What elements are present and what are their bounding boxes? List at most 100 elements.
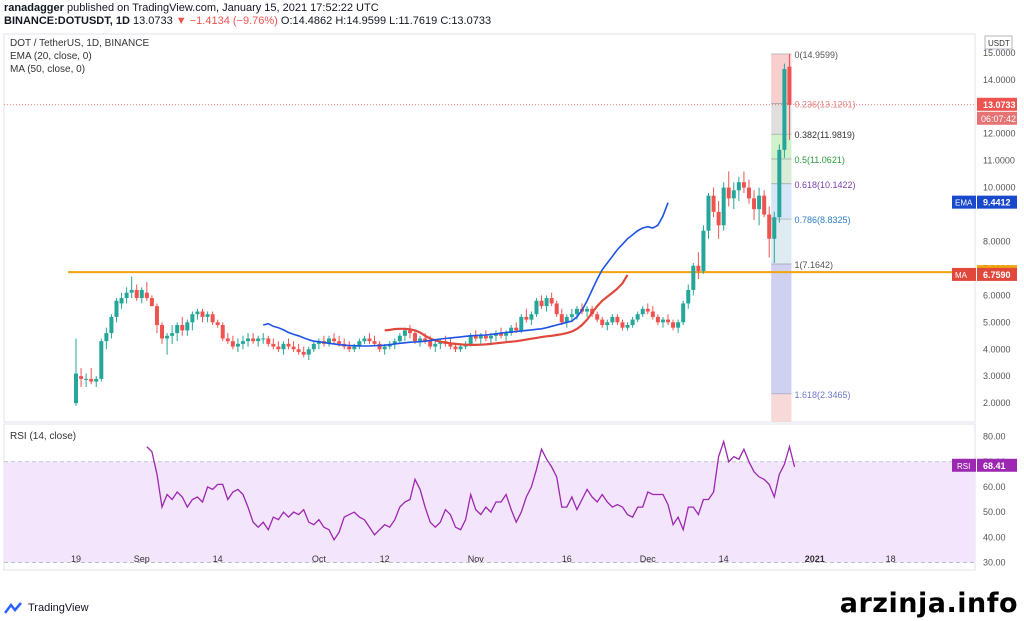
- publisher-name[interactable]: ranadagger: [4, 2, 64, 14]
- candle-body[interactable]: [316, 341, 321, 344]
- candle-body[interactable]: [666, 319, 671, 323]
- candle-body[interactable]: [84, 378, 89, 380]
- candle-body[interactable]: [762, 195, 767, 215]
- candle-body[interactable]: [256, 338, 261, 342]
- candle-body[interactable]: [650, 311, 655, 317]
- candle-body[interactable]: [701, 230, 706, 272]
- candle-body[interactable]: [625, 325, 630, 328]
- candle-body[interactable]: [139, 289, 144, 299]
- candle-body[interactable]: [726, 187, 731, 199]
- candle-body[interactable]: [655, 316, 660, 323]
- chart-canvas[interactable]: 2.00003.00004.00005.00006.00007.00008.00…: [0, 30, 1024, 580]
- candle-body[interactable]: [549, 298, 554, 304]
- candle-body[interactable]: [271, 343, 276, 347]
- candle-body[interactable]: [357, 341, 362, 347]
- candle-body[interactable]: [691, 265, 696, 290]
- rsi-legend[interactable]: RSI (14, close): [10, 431, 77, 442]
- candle-body[interactable]: [564, 316, 569, 323]
- candle-body[interactable]: [129, 289, 134, 293]
- candle-body[interactable]: [301, 351, 306, 355]
- candle-body[interactable]: [605, 322, 610, 325]
- candle-body[interactable]: [767, 214, 772, 239]
- candle-body[interactable]: [509, 327, 514, 334]
- candle-body[interactable]: [585, 308, 590, 312]
- candle-body[interactable]: [746, 187, 751, 199]
- candle-body[interactable]: [777, 149, 782, 218]
- candle-body[interactable]: [478, 335, 483, 339]
- candle-body[interactable]: [291, 346, 296, 350]
- candle-body[interactable]: [696, 265, 701, 272]
- candle-body[interactable]: [574, 308, 579, 315]
- candle-body[interactable]: [499, 333, 504, 336]
- candle-body[interactable]: [721, 187, 726, 226]
- candle-body[interactable]: [220, 325, 225, 339]
- candle-body[interactable]: [251, 338, 256, 342]
- ma-legend[interactable]: MA (50, close, 0): [10, 64, 86, 75]
- candle-body[interactable]: [296, 349, 301, 352]
- candle-body[interactable]: [79, 376, 84, 379]
- candle-body[interactable]: [210, 314, 215, 323]
- candle-body[interactable]: [676, 322, 681, 328]
- candle-body[interactable]: [731, 190, 736, 199]
- candle-body[interactable]: [645, 308, 650, 312]
- candle-body[interactable]: [772, 217, 777, 239]
- candle-body[interactable]: [170, 333, 175, 336]
- candle-body[interactable]: [94, 378, 99, 382]
- candle-body[interactable]: [630, 319, 635, 325]
- candle-body[interactable]: [428, 341, 433, 347]
- candle-body[interactable]: [266, 338, 271, 344]
- candle-body[interactable]: [276, 346, 281, 350]
- candle-body[interactable]: [600, 319, 605, 325]
- candle-body[interactable]: [134, 289, 139, 299]
- candle-body[interactable]: [483, 335, 488, 339]
- candle-body[interactable]: [240, 341, 245, 344]
- candle-body[interactable]: [407, 330, 412, 334]
- candle-body[interactable]: [757, 195, 762, 210]
- ema-legend[interactable]: EMA (20, close, 0): [10, 51, 92, 62]
- candle-body[interactable]: [716, 211, 721, 226]
- candle-body[interactable]: [524, 316, 529, 320]
- candle-body[interactable]: [787, 66, 792, 105]
- candle-body[interactable]: [367, 338, 372, 342]
- candle-body[interactable]: [185, 322, 190, 331]
- candle-body[interactable]: [453, 346, 458, 350]
- candle-body[interactable]: [337, 341, 342, 344]
- candle-body[interactable]: [539, 300, 544, 307]
- candle-body[interactable]: [402, 330, 407, 336]
- candle-body[interactable]: [114, 300, 119, 317]
- candle-body[interactable]: [554, 303, 559, 315]
- axis-unit-box[interactable]: [984, 35, 1013, 50]
- candle-body[interactable]: [534, 300, 539, 315]
- candle-body[interactable]: [671, 322, 676, 328]
- candle-body[interactable]: [488, 335, 493, 339]
- candle-body[interactable]: [235, 343, 240, 347]
- candle-body[interactable]: [165, 335, 170, 339]
- candle-body[interactable]: [332, 338, 337, 342]
- candle-body[interactable]: [595, 314, 600, 320]
- candle-body[interactable]: [711, 195, 716, 212]
- candle-body[interactable]: [104, 333, 109, 342]
- candle-body[interactable]: [230, 341, 235, 347]
- candle-body[interactable]: [615, 316, 620, 323]
- candle-body[interactable]: [640, 308, 645, 315]
- candle-body[interactable]: [205, 314, 210, 317]
- candle-body[interactable]: [362, 338, 367, 342]
- candle-body[interactable]: [144, 292, 149, 299]
- candle-body[interactable]: [397, 335, 402, 342]
- candle-body[interactable]: [635, 314, 640, 320]
- candle-body[interactable]: [180, 325, 185, 331]
- candle-body[interactable]: [392, 341, 397, 344]
- candle-body[interactable]: [306, 349, 311, 355]
- candle-body[interactable]: [215, 322, 220, 325]
- tradingview-logo[interactable]: TradingView: [4, 602, 89, 614]
- candle-body[interactable]: [468, 335, 473, 344]
- candle-body[interactable]: [311, 343, 316, 350]
- candle-body[interactable]: [99, 341, 104, 379]
- candle-body[interactable]: [569, 314, 574, 317]
- candle-body[interactable]: [433, 343, 438, 347]
- candle-body[interactable]: [200, 311, 205, 317]
- candle-body[interactable]: [660, 319, 665, 323]
- candle-body[interactable]: [448, 343, 453, 347]
- candle-body[interactable]: [261, 338, 266, 340]
- candle-body[interactable]: [372, 341, 377, 344]
